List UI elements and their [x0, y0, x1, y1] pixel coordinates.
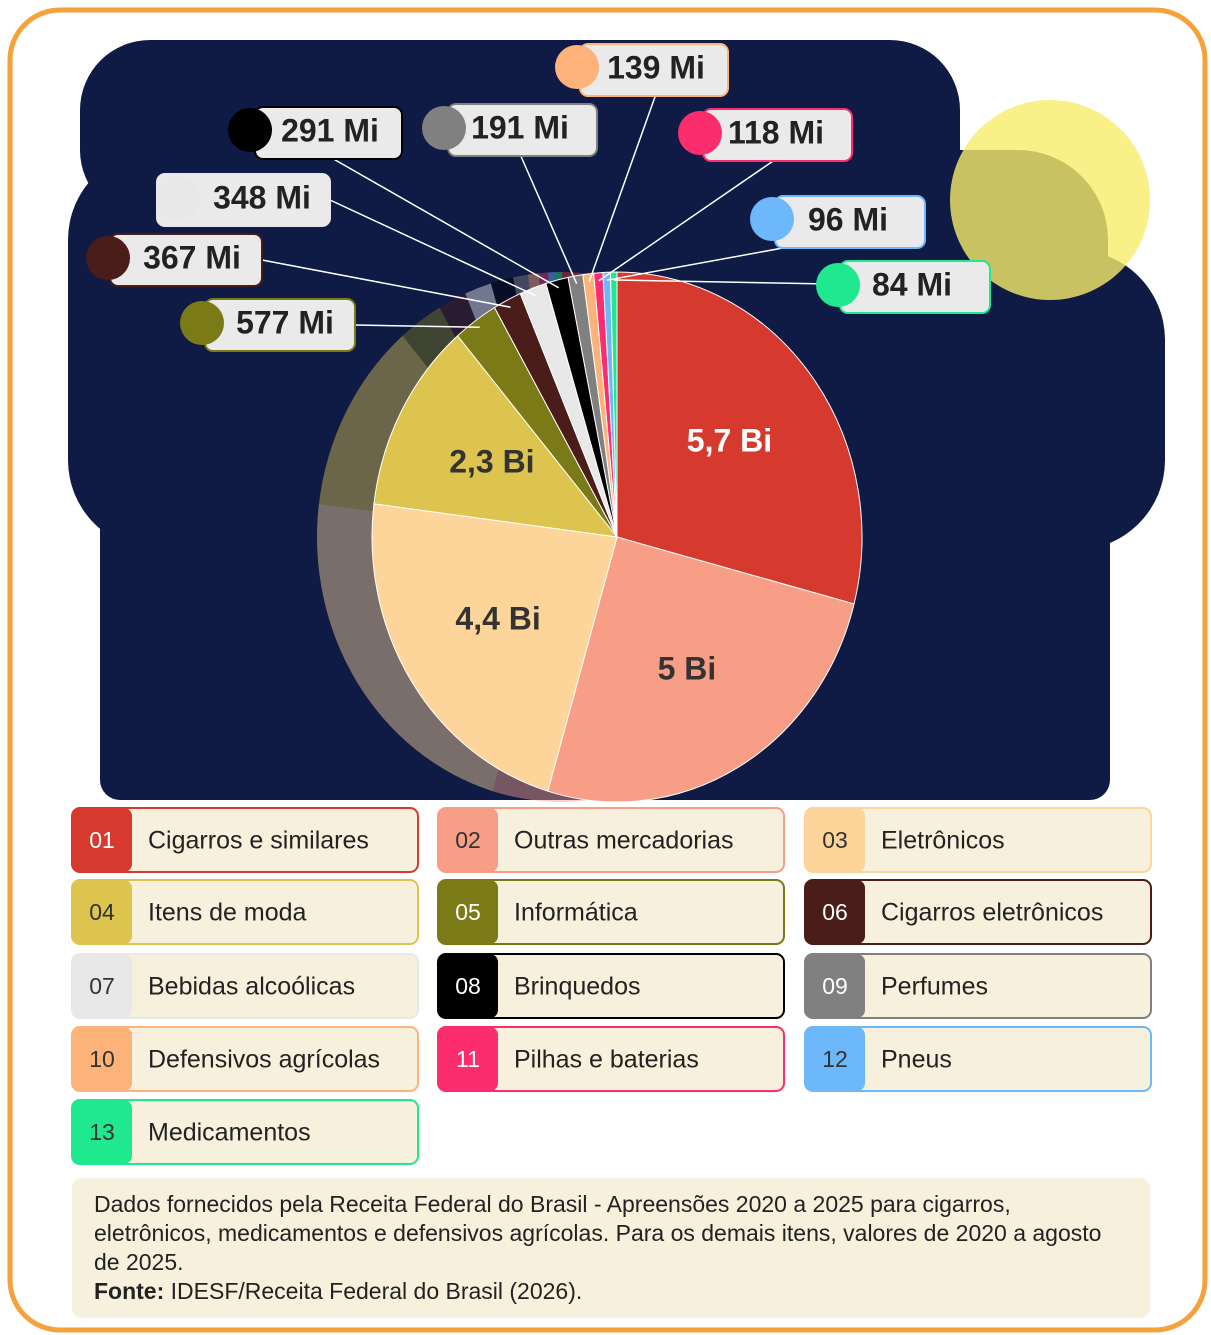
- infographic: 5,7 Bi 5 Bi 4,4 Bi 2,3 Bi 577 Mi 367 Mi 348 Mi…: [0, 0, 1211, 1335]
- legend-item: 02 Outras mercadorias: [438, 808, 784, 872]
- legend-item: 04 Itens de moda: [72, 880, 418, 944]
- legend-item: 01 Cigarros e similares: [72, 808, 418, 872]
- legend-label: Eletrônicos: [881, 827, 1005, 855]
- legend-code: 08: [455, 973, 481, 999]
- legend-item: 11 Pilhas e baterias: [438, 1027, 784, 1091]
- source-label: Fonte:: [94, 1278, 164, 1304]
- legend-item: 05 Informática: [438, 880, 784, 944]
- callout-dot: [422, 106, 466, 150]
- callout-dot: [180, 301, 224, 345]
- legend-label: Brinquedos: [514, 973, 640, 1001]
- note-text: Dados fornecidos pela Receita Federal do…: [94, 1191, 1101, 1275]
- legend-code: 02: [455, 827, 481, 853]
- legend-item: 08 Brinquedos: [438, 954, 784, 1018]
- legend-code: 07: [89, 973, 115, 999]
- legend-item: 09 Perfumes: [805, 954, 1151, 1018]
- callout-label: 139 Mi: [607, 49, 705, 85]
- slice-label: 5 Bi: [658, 650, 717, 686]
- slice-label: 5,7 Bi: [687, 422, 772, 458]
- legend-code: 04: [89, 899, 115, 925]
- legend-item: 13 Medicamentos: [72, 1100, 418, 1164]
- legend-label: Cigarros eletrônicos: [881, 899, 1103, 927]
- legend-label: Pilhas e baterias: [514, 1046, 699, 1074]
- callout-label: 577 Mi: [236, 304, 334, 340]
- legend-label: Informática: [514, 899, 638, 927]
- callout-label: 118 Mi: [728, 114, 824, 150]
- callout-dot: [678, 111, 722, 155]
- legend-label: Itens de moda: [148, 899, 307, 927]
- source-text: IDESF/Receita Federal do Brasil (2026).: [171, 1278, 583, 1304]
- legend-item: 10 Defensivos agrícolas: [72, 1027, 418, 1091]
- legend-code: 09: [822, 973, 848, 999]
- legend-item: 07 Bebidas alcoólicas: [72, 954, 418, 1018]
- callout-dot: [228, 108, 272, 152]
- legend-code: 01: [89, 827, 115, 853]
- slice-label: 4,4 Bi: [455, 601, 540, 637]
- chart: 5,7 Bi 5 Bi 4,4 Bi 2,3 Bi 577 Mi 367 Mi 348 Mi…: [0, 0, 1211, 1335]
- legend-code: 13: [89, 1119, 115, 1145]
- callout-dot: [156, 176, 200, 220]
- callout-label: 191 Mi: [471, 109, 569, 145]
- callout-dot: [555, 45, 599, 89]
- callout-label: 367 Mi: [143, 239, 241, 275]
- legend-code: 10: [89, 1046, 115, 1072]
- legend-label: Medicamentos: [148, 1119, 311, 1147]
- callout-label: 348 Mi: [213, 179, 311, 215]
- legend-label: Bebidas alcoólicas: [148, 973, 355, 1001]
- legend-code: 11: [456, 1046, 480, 1072]
- callout-dot: [750, 197, 794, 241]
- legend-label: Cigarros e similares: [148, 827, 369, 855]
- legend-code: 03: [822, 827, 848, 853]
- legend-label: Perfumes: [881, 973, 988, 1001]
- legend-code: 05: [455, 899, 481, 925]
- legend-item: 06 Cigarros eletrônicos: [805, 880, 1151, 944]
- legend-label: Defensivos agrícolas: [148, 1046, 380, 1074]
- legend-item: 03 Eletrônicos: [805, 808, 1151, 872]
- callout-label: 291 Mi: [281, 112, 379, 148]
- legend-code: 12: [822, 1046, 848, 1072]
- legend-item: 12 Pneus: [805, 1027, 1151, 1091]
- callout-dot: [816, 263, 860, 307]
- callout-label: 96 Mi: [808, 201, 888, 237]
- legend-label: Outras mercadorias: [514, 827, 734, 855]
- legend-code: 06: [822, 899, 848, 925]
- legend-label: Pneus: [881, 1046, 952, 1074]
- callout-dot: [86, 236, 130, 280]
- slice-label: 2,3 Bi: [449, 444, 534, 480]
- callout-label: 84 Mi: [872, 266, 952, 302]
- footnote: Dados fornecidos pela Receita Federal do…: [72, 1178, 1150, 1318]
